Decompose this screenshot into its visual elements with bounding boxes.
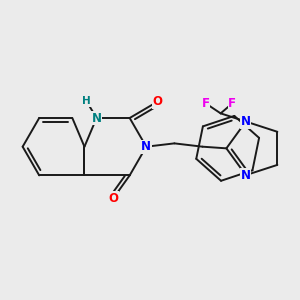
Text: N: N bbox=[241, 169, 251, 182]
Text: N: N bbox=[241, 115, 251, 128]
Text: N: N bbox=[141, 140, 151, 153]
Text: O: O bbox=[153, 95, 163, 108]
Text: N: N bbox=[92, 112, 102, 124]
Text: F: F bbox=[202, 97, 210, 110]
Text: O: O bbox=[108, 192, 118, 205]
Text: F: F bbox=[228, 97, 236, 110]
Text: H: H bbox=[82, 96, 91, 106]
